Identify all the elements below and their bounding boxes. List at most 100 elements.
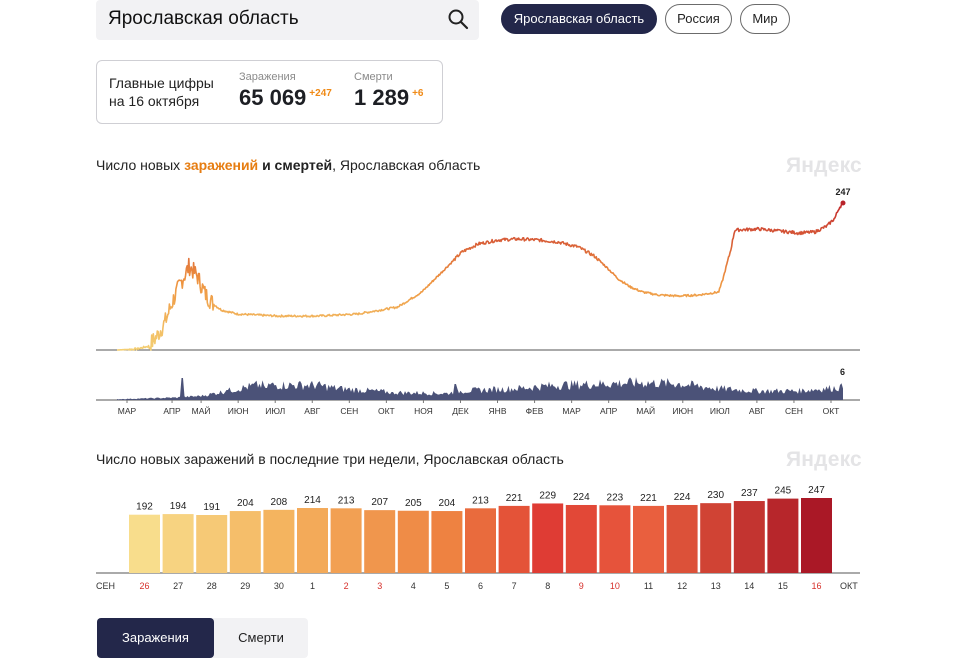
bar	[397, 510, 429, 573]
bar	[532, 503, 564, 573]
bar-value-label: 224	[573, 492, 590, 503]
month-tick-label: ОКТ	[378, 406, 395, 416]
bar	[565, 504, 597, 573]
bar-category-label: 11	[644, 581, 653, 591]
month-tick-label: НОЯ	[414, 406, 433, 416]
infections-last-point	[840, 200, 846, 206]
stats-card: Главные цифры на 16 октября Заражения 65…	[96, 60, 443, 124]
bar-category-label: 27	[173, 581, 183, 591]
bar-category-label: 9	[579, 581, 584, 591]
month-tick-label: МАР	[562, 406, 581, 416]
bar	[465, 508, 496, 573]
bar-category-label: 29	[240, 581, 250, 591]
bar-category-label: 28	[207, 581, 217, 591]
bar	[263, 509, 295, 573]
bar	[498, 505, 530, 573]
bar-category-label: 14	[744, 581, 754, 591]
bar	[767, 498, 799, 573]
bar-category-label: 1	[310, 581, 315, 591]
bar-value-label: 237	[741, 488, 758, 499]
bar	[666, 504, 698, 573]
month-tick-label: ОКТ	[823, 406, 840, 416]
bar	[229, 511, 261, 573]
tab-deaths[interactable]: Смерти	[238, 630, 284, 645]
search-icon[interactable]	[447, 8, 469, 30]
deaths-delta: +6	[412, 88, 424, 99]
stats-title-line1: Главные цифры	[109, 75, 214, 91]
region-pill-russia[interactable]: Россия	[665, 4, 732, 34]
search-box[interactable]: Ярославская область	[96, 0, 479, 40]
bar-value-label: 194	[170, 501, 187, 512]
title-highlight: заражений	[184, 157, 259, 173]
deaths-area-chart: 6 МАР АПР МАЙ ИЮН ИЮЛ АВГ СЕН ОКТ НОЯ ДЕК ЯНВ ФЕВ МАР…	[96, 367, 860, 416]
bar-value-label: 207	[371, 497, 388, 508]
bar	[129, 514, 160, 573]
deaths-last-label: 6	[840, 367, 845, 377]
bar-category-label: 7	[512, 581, 517, 591]
month-tick-label: ИЮН	[228, 406, 249, 416]
bar-category-label: 16	[811, 581, 821, 591]
bar-category-label: 5	[444, 581, 449, 591]
bar	[330, 508, 362, 573]
deaths-area	[117, 372, 843, 400]
month-tick-label: АПР	[600, 406, 618, 416]
tab-infections[interactable]: Заражения	[97, 618, 214, 658]
bar-value-label: 204	[237, 498, 254, 509]
bar-month-left: СЕН	[96, 581, 115, 591]
bar-value-label: 221	[506, 493, 523, 504]
bar	[196, 515, 228, 573]
search-input[interactable]: Ярославская область	[108, 8, 299, 29]
month-tick-label: ДЕК	[452, 406, 468, 416]
bar-category-label: 8	[545, 581, 550, 591]
region-pill-world[interactable]: Мир	[740, 4, 790, 34]
infections-label: Заражения	[239, 71, 296, 83]
title-prefix: Число новых	[96, 157, 181, 173]
bar-value-label: 245	[775, 486, 792, 497]
infections-delta: +247	[309, 88, 332, 99]
bar-category-label: 12	[677, 581, 687, 591]
infections-value: 65 069	[239, 85, 307, 110]
month-tick-label: ЯНВ	[489, 406, 507, 416]
stats-title-line2: на 16 октября	[109, 93, 200, 109]
month-tick-label: АВГ	[749, 406, 765, 416]
bar	[162, 514, 194, 573]
bar-value-label: 205	[405, 498, 422, 509]
bar-value-label: 214	[304, 495, 321, 506]
month-tick-label: ИЮЛ	[710, 406, 730, 416]
bar-value-label: 247	[808, 485, 825, 496]
month-tick-label: АВГ	[304, 406, 320, 416]
bar	[733, 501, 765, 573]
bar	[364, 510, 396, 573]
bar-category-label: 13	[711, 581, 721, 591]
bar-value-label: 230	[707, 490, 724, 501]
bar-value-label: 213	[472, 495, 489, 506]
infections-last-label: 247	[835, 187, 850, 197]
month-tick-label: ИЮЛ	[265, 406, 285, 416]
month-tick-label: МАР	[118, 406, 137, 416]
month-tick-label: СЕН	[785, 406, 803, 416]
deaths-label: Смерти	[354, 71, 393, 83]
bar-category-label: 6	[478, 581, 483, 591]
bar	[700, 503, 732, 573]
month-tick-label: ИЮН	[672, 406, 693, 416]
stats-title: Главные цифры на 16 октября	[109, 74, 214, 110]
bar	[297, 508, 328, 573]
yandex-logo-2: Яндекс	[786, 448, 862, 471]
bar	[633, 505, 664, 573]
bar-chart: 1922619427191282042920830214121322073205…	[96, 485, 860, 591]
metric-tabs: Заражения Смерти	[97, 618, 308, 658]
month-tick-label: МАЙ	[636, 405, 655, 416]
bar-value-label: 208	[271, 497, 288, 508]
month-tick-label: МАЙ	[192, 405, 211, 416]
bar-category-label: 3	[377, 581, 382, 591]
bar-category-label: 15	[778, 581, 788, 591]
bar-category-label: 2	[344, 581, 349, 591]
bar-category-label: 30	[274, 581, 284, 591]
bar-value-label: 223	[607, 492, 624, 503]
bar-month-right: ОКТ	[840, 581, 858, 591]
bar-value-label: 192	[136, 502, 153, 513]
bar-category-label: 26	[139, 581, 149, 591]
bar-value-label: 191	[203, 502, 220, 513]
region-pill-yaroslavl[interactable]: Ярославская область	[501, 4, 657, 34]
